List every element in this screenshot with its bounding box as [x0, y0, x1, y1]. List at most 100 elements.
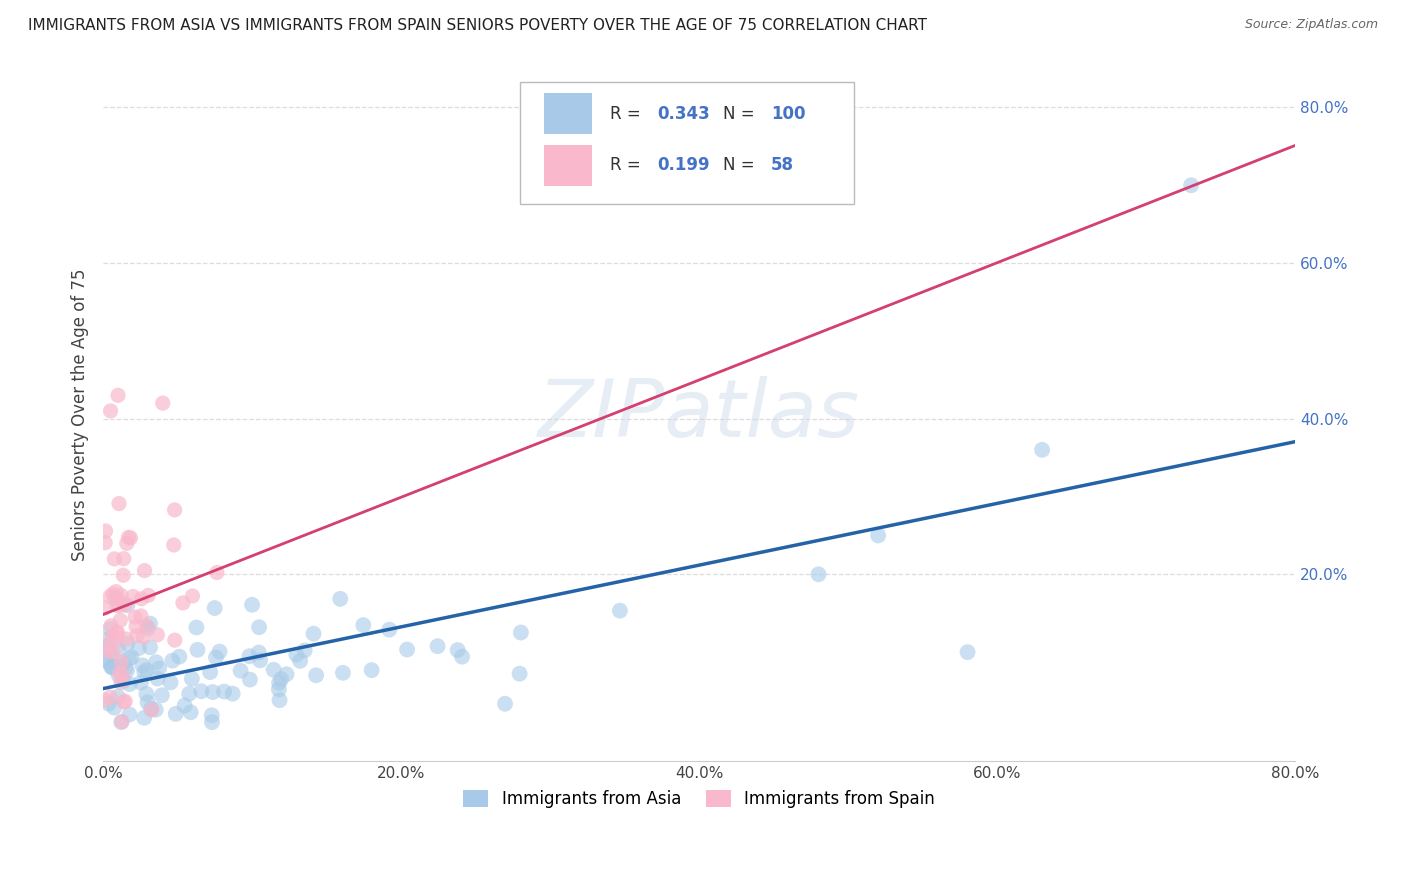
Point	[110, 659, 132, 673]
Point	[263, 663, 285, 677]
Point	[129, 675, 152, 690]
Point	[360, 663, 382, 677]
Point	[131, 591, 153, 606]
Point	[125, 628, 148, 642]
Point	[122, 590, 145, 604]
Point	[163, 538, 186, 552]
Point	[101, 629, 124, 643]
Point	[163, 503, 186, 517]
Point	[173, 698, 195, 713]
Point	[285, 648, 308, 662]
Legend: Immigrants from Asia, Immigrants from Spain: Immigrants from Asia, Immigrants from Sp…	[457, 783, 942, 815]
Point	[205, 650, 228, 665]
Point	[100, 619, 122, 633]
Point	[208, 645, 231, 659]
Point	[104, 591, 127, 605]
Text: N =: N =	[723, 156, 761, 175]
Point	[329, 591, 352, 606]
Point	[1031, 442, 1053, 457]
Point	[98, 590, 121, 604]
Point	[146, 672, 169, 686]
Point	[139, 616, 162, 631]
Point	[186, 620, 208, 634]
Point	[238, 649, 260, 664]
Point	[136, 621, 159, 635]
Point	[148, 661, 170, 675]
Text: IMMIGRANTS FROM ASIA VS IMMIGRANTS FROM SPAIN SENIORS POVERTY OVER THE AGE OF 75: IMMIGRANTS FROM ASIA VS IMMIGRANTS FROM …	[28, 18, 927, 33]
Point	[107, 626, 129, 640]
Point	[105, 584, 128, 599]
Point	[96, 632, 118, 647]
Point	[110, 675, 132, 690]
Point	[98, 644, 121, 658]
Point	[198, 665, 221, 679]
Point	[136, 695, 159, 709]
Point	[94, 600, 117, 615]
Point	[240, 598, 263, 612]
Point	[118, 677, 141, 691]
Point	[150, 688, 173, 702]
Point	[212, 684, 235, 698]
Text: Source: ZipAtlas.com: Source: ZipAtlas.com	[1244, 18, 1378, 31]
Point	[201, 708, 224, 723]
Text: 58: 58	[770, 156, 794, 175]
Point	[294, 643, 316, 657]
Point	[132, 630, 155, 644]
Point	[134, 564, 156, 578]
Point	[221, 687, 243, 701]
Point	[112, 695, 135, 709]
Point	[110, 613, 132, 627]
Point	[118, 707, 141, 722]
Point	[247, 620, 270, 634]
Point	[100, 648, 122, 662]
Point	[139, 640, 162, 655]
Point	[179, 687, 201, 701]
Point	[201, 715, 224, 730]
Point	[509, 666, 531, 681]
Point	[112, 551, 135, 566]
Point	[305, 668, 328, 682]
Text: N =: N =	[723, 104, 761, 122]
Point	[152, 396, 174, 410]
Point	[190, 684, 212, 698]
Text: 100: 100	[770, 104, 806, 122]
Point	[378, 623, 401, 637]
Point	[124, 610, 146, 624]
Point	[108, 666, 131, 681]
Point	[396, 642, 419, 657]
Point	[118, 651, 141, 665]
Point	[107, 388, 129, 402]
Point	[101, 587, 124, 601]
Point	[135, 687, 157, 701]
Point	[94, 640, 117, 654]
Point	[270, 672, 292, 686]
Point	[204, 601, 226, 615]
Point	[162, 654, 184, 668]
Point	[101, 660, 124, 674]
FancyBboxPatch shape	[544, 93, 592, 135]
Point	[269, 693, 291, 707]
Point	[267, 676, 290, 690]
Point	[114, 598, 136, 612]
Point	[956, 645, 979, 659]
Point	[276, 667, 298, 681]
Point	[94, 535, 117, 549]
Point	[201, 685, 224, 699]
Point	[180, 705, 202, 719]
Point	[165, 706, 187, 721]
Point	[107, 668, 129, 682]
Point	[105, 632, 128, 646]
Point	[181, 589, 204, 603]
Point	[205, 566, 228, 580]
Point	[146, 628, 169, 642]
Point	[141, 703, 163, 717]
Point	[93, 693, 115, 707]
Point	[105, 599, 128, 613]
Point	[97, 697, 120, 711]
Point	[451, 649, 474, 664]
Point	[868, 528, 890, 542]
Point	[114, 661, 136, 675]
Point	[103, 700, 125, 714]
Point	[447, 643, 470, 657]
Point	[494, 697, 516, 711]
